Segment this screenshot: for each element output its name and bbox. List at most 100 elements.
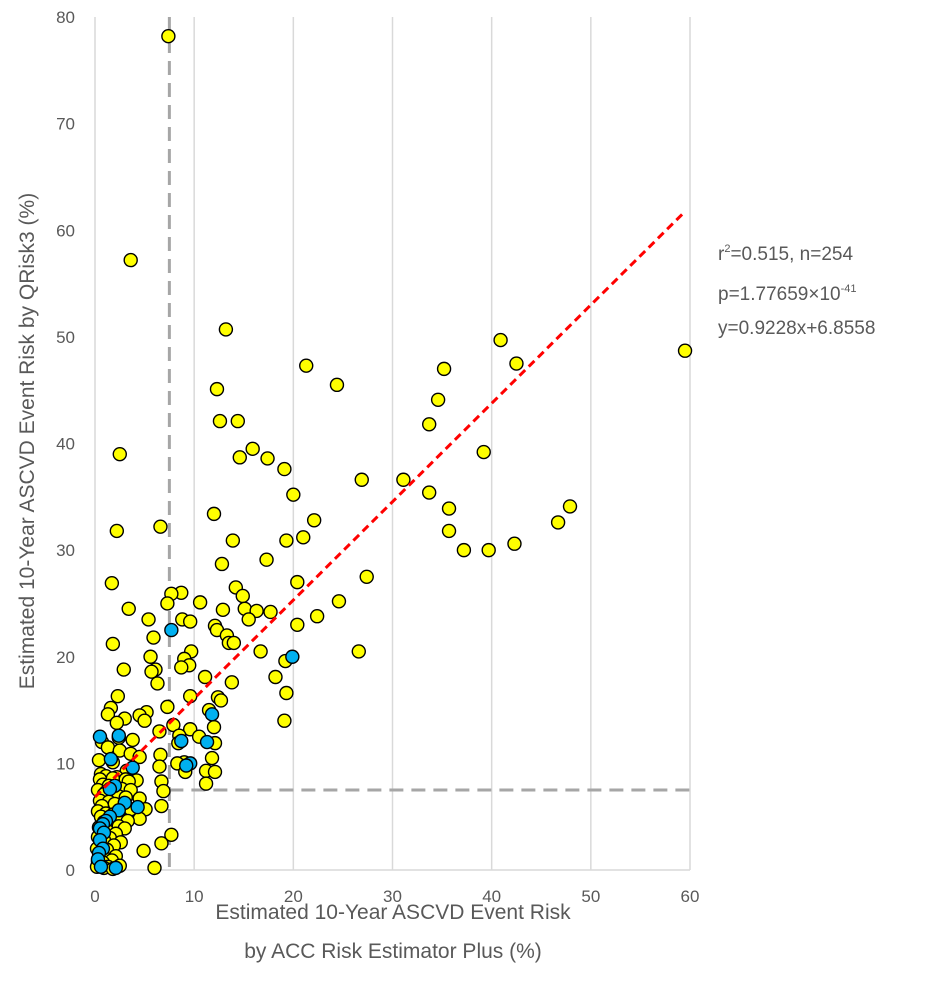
y-tick-label-80: 80 bbox=[56, 8, 75, 27]
data-point-yellow-115 bbox=[204, 750, 220, 766]
data-point-blue-25 bbox=[108, 860, 124, 876]
data-point-yellow-83 bbox=[279, 685, 294, 701]
data-point-blue-9 bbox=[179, 758, 194, 773]
data-point-yellow-48 bbox=[331, 594, 347, 609]
y-axis-tick-labels: 0 10 20 30 40 50 60 70 80 bbox=[56, 8, 75, 880]
y-tick-label-0: 0 bbox=[66, 861, 75, 880]
y-tick-label-20: 20 bbox=[56, 648, 75, 667]
data-point-yellow-87 bbox=[213, 693, 229, 708]
y-tick-label-10: 10 bbox=[56, 754, 75, 773]
data-point-yellow-65 bbox=[226, 635, 242, 651]
data-point-yellow-69 bbox=[351, 644, 366, 659]
regression-equation-label: y=0.9228x+6.8558 bbox=[718, 318, 876, 339]
data-point-yellow-46 bbox=[235, 588, 250, 604]
data-point-yellow-27 bbox=[306, 513, 322, 528]
gridlines bbox=[94, 17, 691, 870]
data-point-yellow-11 bbox=[212, 413, 228, 429]
data-point-yellow-15 bbox=[476, 444, 491, 460]
data-point-yellow-56 bbox=[309, 609, 325, 624]
data-point-yellow-79 bbox=[268, 669, 283, 685]
data-point-yellow-38 bbox=[259, 552, 274, 567]
data-point-yellow-10 bbox=[430, 392, 446, 407]
x-axis-tick-labels: 0 10 20 30 40 50 60 bbox=[90, 887, 699, 906]
data-point-yellow-21 bbox=[396, 472, 411, 487]
data-point-yellow-19 bbox=[277, 461, 292, 477]
x-tick-label-10: 10 bbox=[185, 887, 204, 906]
threshold-lines bbox=[167, 17, 690, 870]
data-point-yellow-0 bbox=[161, 28, 176, 44]
data-point-yellow-18 bbox=[260, 451, 275, 466]
data-point-blue-4 bbox=[111, 728, 127, 743]
data-point-yellow-141 bbox=[156, 783, 171, 799]
data-point-yellow-67 bbox=[105, 636, 121, 652]
data-point-yellow-6 bbox=[299, 358, 314, 373]
data-point-yellow-78 bbox=[144, 664, 159, 679]
data-point-yellow-31 bbox=[109, 523, 125, 539]
data-point-yellow-47 bbox=[160, 596, 175, 611]
data-point-yellow-50 bbox=[121, 601, 136, 616]
data-point-yellow-17 bbox=[232, 450, 247, 465]
data-point-yellow-133 bbox=[198, 776, 214, 791]
data-point-yellow-29 bbox=[153, 519, 168, 534]
data-point-yellow-36 bbox=[456, 542, 472, 558]
data-point-yellow-40 bbox=[359, 569, 374, 584]
y-tick-label-60: 60 bbox=[56, 221, 75, 240]
x-tick-label-0: 0 bbox=[90, 887, 99, 906]
data-point-yellow-68 bbox=[253, 644, 268, 659]
x-tick-label-60: 60 bbox=[681, 887, 700, 906]
y-tick-label-40: 40 bbox=[56, 435, 75, 454]
data-point-yellow-13 bbox=[421, 417, 437, 432]
data-point-yellow-66 bbox=[146, 630, 161, 645]
data-point-yellow-112 bbox=[153, 747, 168, 763]
data-point-blue-1 bbox=[285, 649, 300, 664]
data-point-blue-7 bbox=[103, 751, 119, 767]
data-point-yellow-26 bbox=[206, 506, 222, 522]
y-tick-label-30: 30 bbox=[56, 541, 75, 560]
data-point-yellow-30 bbox=[441, 523, 457, 539]
data-point-yellow-149 bbox=[154, 798, 169, 814]
data-point-yellow-24 bbox=[441, 501, 457, 516]
x-axis-title-line-2: by ACC Risk Estimator Plus (%) bbox=[244, 940, 542, 963]
data-point-yellow-54 bbox=[263, 604, 278, 620]
data-point-blue-2 bbox=[204, 707, 220, 722]
data-point-yellow-61 bbox=[290, 617, 305, 632]
data-point-yellow-37 bbox=[481, 542, 496, 558]
trendline-line bbox=[93, 210, 687, 798]
data-point-yellow-20 bbox=[354, 472, 369, 487]
data-point-yellow-2 bbox=[218, 322, 234, 337]
data-point-yellow-14 bbox=[245, 441, 260, 457]
data-point-yellow-1 bbox=[123, 252, 138, 268]
data-point-yellow-81 bbox=[150, 676, 165, 691]
r-squared-label: r2=0.515, n=254 bbox=[718, 243, 854, 265]
data-point-yellow-179 bbox=[136, 843, 151, 859]
data-point-yellow-4 bbox=[677, 343, 693, 358]
data-point-yellow-82 bbox=[224, 675, 240, 690]
data-point-blue-12 bbox=[102, 781, 118, 797]
data-point-yellow-96 bbox=[137, 713, 152, 728]
data-point-yellow-33 bbox=[225, 533, 241, 548]
data-point-blue-0 bbox=[164, 622, 179, 638]
data-point-yellow-41 bbox=[290, 574, 305, 590]
data-point-yellow-159 bbox=[132, 811, 147, 827]
trendline bbox=[93, 210, 687, 798]
data-point-yellow-76 bbox=[116, 662, 131, 677]
p-value-label: p=1.77659×10-41 bbox=[718, 283, 857, 305]
x-tick-label-20: 20 bbox=[284, 887, 303, 906]
data-point-yellow-49 bbox=[192, 595, 208, 610]
y-tick-label-50: 50 bbox=[56, 328, 75, 347]
data-point-yellow-5 bbox=[509, 356, 524, 371]
data-points bbox=[89, 28, 693, 877]
data-point-yellow-35 bbox=[507, 536, 522, 551]
data-point-yellow-28 bbox=[550, 515, 566, 530]
x-axis-title-line-1: Estimated 10-Year ASCVD Event Risk bbox=[215, 901, 571, 924]
data-point-yellow-32 bbox=[296, 530, 311, 545]
x-tick-label-50: 50 bbox=[581, 887, 600, 906]
data-point-yellow-3 bbox=[493, 332, 508, 348]
data-point-yellow-105 bbox=[125, 732, 140, 748]
data-point-yellow-99 bbox=[206, 719, 222, 735]
data-point-yellow-22 bbox=[421, 485, 437, 500]
data-point-yellow-92 bbox=[100, 707, 116, 722]
regression-annotation: r2=0.515, n=254 p=1.77659×10-41 y=0.9228… bbox=[718, 232, 875, 346]
data-point-yellow-169 bbox=[164, 827, 179, 843]
